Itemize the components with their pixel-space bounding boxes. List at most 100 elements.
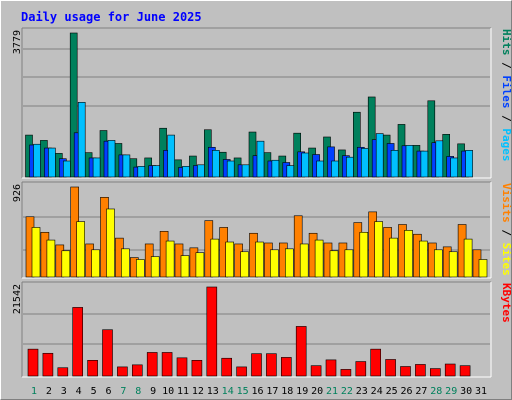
hits-legend-item: Files <box>500 75 511 108</box>
x-tick-label: 21 <box>326 386 338 397</box>
pages-bar <box>420 150 429 178</box>
sites-bar <box>106 208 115 278</box>
kbytes-bar <box>57 367 69 377</box>
kbytes-bar <box>310 365 322 377</box>
pages-bar <box>77 102 86 178</box>
visits-panel: 926 Visits / Sites <box>12 181 511 279</box>
kbytes-bar <box>191 360 203 377</box>
hits-ymax-label: 3779 <box>12 30 23 54</box>
kbytes-bar <box>295 326 307 377</box>
visits-legend-item: Visits <box>500 183 511 223</box>
x-tick-label: 27 <box>415 386 427 397</box>
x-tick-label: 17 <box>266 386 278 397</box>
pages-bar <box>346 156 354 178</box>
sites-bar <box>478 259 488 278</box>
x-tick-label: 9 <box>150 386 156 397</box>
sites-bar <box>299 243 309 278</box>
kbytes-bar <box>385 359 396 377</box>
x-tick-label: 26 <box>400 386 412 397</box>
x-tick-label: 15 <box>237 386 249 397</box>
sites-bar <box>165 240 175 278</box>
hits-legend-label: Hits / Files / Pages <box>500 29 511 162</box>
x-tick-label: 3 <box>61 386 67 397</box>
kbytes-bar <box>206 286 218 377</box>
kbytes-legend-label: KBytes <box>500 283 511 323</box>
kbytes-bar <box>27 348 39 377</box>
sites-bar <box>270 249 279 278</box>
pages-bar <box>122 154 131 178</box>
pages-bar <box>182 166 190 178</box>
x-tick-label: 28 <box>430 386 442 397</box>
pages-bar <box>316 160 324 178</box>
kbytes-bar <box>459 365 471 377</box>
x-tick-label: 16 <box>251 386 263 397</box>
kbytes-bar <box>117 366 128 377</box>
x-tick-label: 1 <box>31 386 37 397</box>
kbytes-bar <box>280 357 292 377</box>
kbytes-bar <box>370 348 382 377</box>
kbytes-bar <box>146 352 158 377</box>
x-tick-label: 14 <box>222 386 234 397</box>
x-tick-label: 11 <box>177 386 189 397</box>
pages-bar <box>465 150 473 178</box>
visits-legend-separator: / <box>500 223 511 243</box>
kbytes-bar <box>444 363 456 377</box>
sites-bar <box>344 249 354 278</box>
sites-bar <box>210 238 220 278</box>
sites-bar <box>433 249 443 278</box>
sites-bar <box>121 248 130 278</box>
x-tick-label: 6 <box>105 386 111 397</box>
pages-bar <box>212 150 220 178</box>
visits-legend-item: Sites <box>500 243 511 276</box>
kbytes-bar <box>72 307 83 377</box>
x-tick-label: 18 <box>281 386 293 397</box>
kbytes-bar <box>42 352 54 377</box>
sites-bar <box>314 239 324 278</box>
x-tick-label: 8 <box>135 386 141 397</box>
pages-bar <box>226 160 235 178</box>
kbytes-ymax-label: 21542 <box>12 284 23 314</box>
sites-bar <box>448 251 458 278</box>
pages-bar <box>241 164 250 178</box>
kbytes-bar <box>400 366 411 377</box>
x-tick-label: 25 <box>386 386 398 397</box>
x-tick-label: 31 <box>475 386 487 397</box>
sites-bar <box>329 250 339 278</box>
kbytes-bar <box>415 364 426 377</box>
sites-bar <box>419 240 428 278</box>
hits-bar <box>69 32 78 178</box>
kbytes-panel: 21542 KBytes <box>12 281 511 378</box>
x-tick-label: 7 <box>120 386 126 397</box>
x-tick-label: 23 <box>356 386 368 397</box>
sites-bar <box>180 255 190 278</box>
sites-bar <box>31 227 41 278</box>
sites-bar <box>389 237 398 278</box>
hits-legend-separator: / <box>500 109 511 129</box>
sites-bar <box>463 238 473 278</box>
sites-bar <box>284 248 294 278</box>
kbytes-bar <box>355 361 367 377</box>
kbytes-bar <box>102 329 113 377</box>
pages-bar <box>405 145 414 178</box>
hits-legend-item: Hits <box>500 29 511 56</box>
x-tick-label: 10 <box>162 386 174 397</box>
hits-legend-item: Pages <box>500 128 511 161</box>
pages-bar <box>450 157 459 178</box>
sites-bar <box>91 249 100 278</box>
kbytes-bar <box>325 359 337 377</box>
kbytes-bar <box>132 364 143 377</box>
sites-bar <box>136 259 145 278</box>
pages-bar <box>152 165 160 178</box>
sites-bar <box>404 230 413 278</box>
hits-bar <box>427 100 436 178</box>
pages-bar <box>375 133 384 178</box>
hits-panel: 3779 Hits / Files / Pages <box>12 27 511 179</box>
pages-bar <box>301 152 310 178</box>
x-tick-label: 13 <box>207 386 219 397</box>
sites-bar <box>359 231 369 278</box>
sites-bar <box>61 250 71 278</box>
kbytes-bar <box>251 353 262 377</box>
kbytes-bar <box>87 360 98 377</box>
x-tick-label: 19 <box>296 386 308 397</box>
pages-bar <box>331 160 339 178</box>
